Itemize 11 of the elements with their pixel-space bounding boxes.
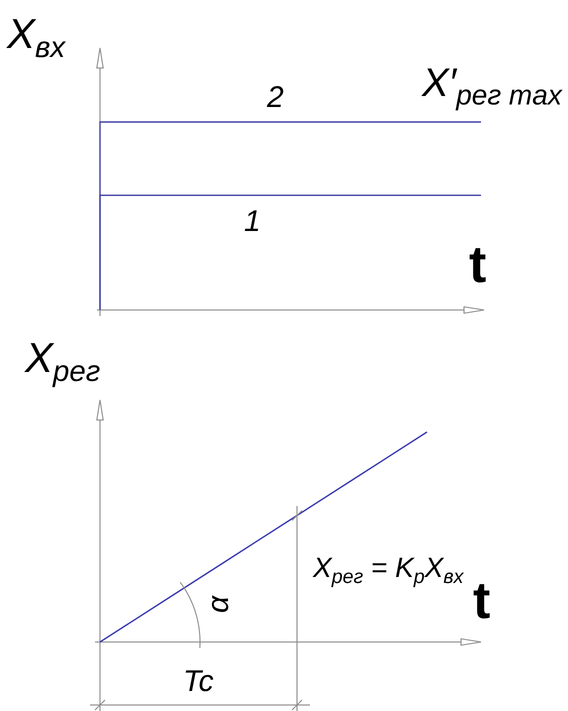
y-axis-title: X$_{вх}$ [6,10,66,64]
text: Tc [183,665,214,698]
y-axis-title: X$_{рег}$ [313,552,364,588]
series-label: 1 [244,205,261,238]
text: X′$_{рег max}$ [421,61,563,110]
x-axis-title: t [473,572,490,630]
annotation: α [202,595,235,613]
text: X$_{рег}$ [25,334,100,388]
series-label: 2 [266,81,284,114]
x-axis-title: t [469,236,486,294]
text: = K$_{р}$X$_{вх}$ [370,552,464,588]
